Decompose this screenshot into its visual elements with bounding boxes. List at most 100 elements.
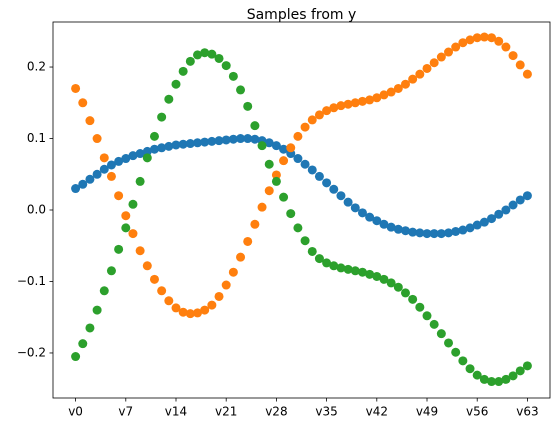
point (479, 32, 489, 42)
x-tick-label: v42 (366, 405, 388, 419)
point (501, 374, 511, 384)
point (286, 209, 296, 219)
chart-title: Samples from y (247, 7, 357, 23)
point (336, 101, 346, 111)
point (236, 85, 246, 95)
point (350, 98, 360, 108)
point (157, 143, 167, 153)
point (494, 36, 504, 46)
point (114, 244, 124, 254)
point (99, 286, 109, 296)
point (379, 219, 389, 229)
plot-frame (52, 21, 551, 399)
point (393, 224, 403, 234)
point (221, 61, 231, 71)
point (336, 263, 346, 273)
point (422, 311, 432, 321)
point (142, 261, 152, 271)
point (522, 69, 532, 79)
point (522, 361, 532, 371)
point (415, 302, 425, 312)
point (271, 170, 281, 180)
point (121, 223, 131, 233)
point (221, 135, 231, 145)
point (228, 71, 238, 81)
point (415, 69, 425, 79)
point (429, 229, 439, 239)
point (314, 254, 324, 264)
point (365, 95, 375, 105)
point (271, 141, 281, 151)
point (451, 226, 461, 236)
point (221, 280, 231, 290)
point (515, 60, 525, 70)
point (121, 211, 131, 221)
point (458, 225, 468, 235)
point (501, 42, 511, 52)
point (393, 282, 403, 292)
x-tick-label: v63 (516, 405, 538, 419)
point (228, 267, 238, 277)
point (357, 208, 367, 218)
point (128, 151, 138, 161)
point (386, 222, 396, 232)
point (157, 286, 167, 296)
point (257, 202, 267, 212)
point (142, 146, 152, 156)
point (300, 236, 310, 246)
point (135, 246, 145, 256)
point (106, 160, 116, 170)
y-tick-label: 0.2 (27, 60, 46, 74)
point (515, 366, 525, 376)
point (78, 98, 88, 108)
point (494, 377, 504, 387)
point (149, 144, 159, 154)
point (508, 371, 518, 381)
y-tick-label: −0.2 (17, 345, 46, 359)
point (508, 51, 518, 61)
point (343, 264, 353, 274)
point (171, 79, 181, 89)
x-tick-label: v7 (118, 405, 133, 419)
point (415, 228, 425, 238)
point (135, 176, 145, 186)
point (200, 137, 210, 147)
point (171, 303, 181, 313)
point (322, 178, 332, 188)
point (501, 205, 511, 215)
point (429, 58, 439, 68)
point (408, 294, 418, 304)
point (264, 138, 274, 148)
x-tick-label: v35 (315, 405, 337, 419)
point (207, 300, 217, 310)
point (436, 329, 446, 339)
y-tick-label: −0.1 (17, 274, 46, 288)
point (149, 274, 159, 284)
point (508, 200, 518, 210)
point (279, 192, 289, 202)
point (92, 169, 102, 179)
point (314, 110, 324, 120)
point (472, 220, 482, 230)
point (379, 90, 389, 100)
point (458, 356, 468, 366)
point (408, 227, 418, 237)
point (444, 338, 454, 348)
point (178, 139, 188, 149)
point (228, 134, 238, 144)
point (164, 296, 174, 306)
x-tick-label: v56 (466, 405, 488, 419)
point (329, 103, 339, 113)
point (293, 154, 303, 164)
point (422, 63, 432, 73)
point (422, 229, 432, 239)
point (193, 308, 203, 318)
point (193, 138, 203, 148)
point (329, 184, 339, 194)
point (171, 140, 181, 150)
point (85, 323, 95, 333)
point (451, 347, 461, 357)
point (472, 370, 482, 380)
point (400, 288, 410, 298)
